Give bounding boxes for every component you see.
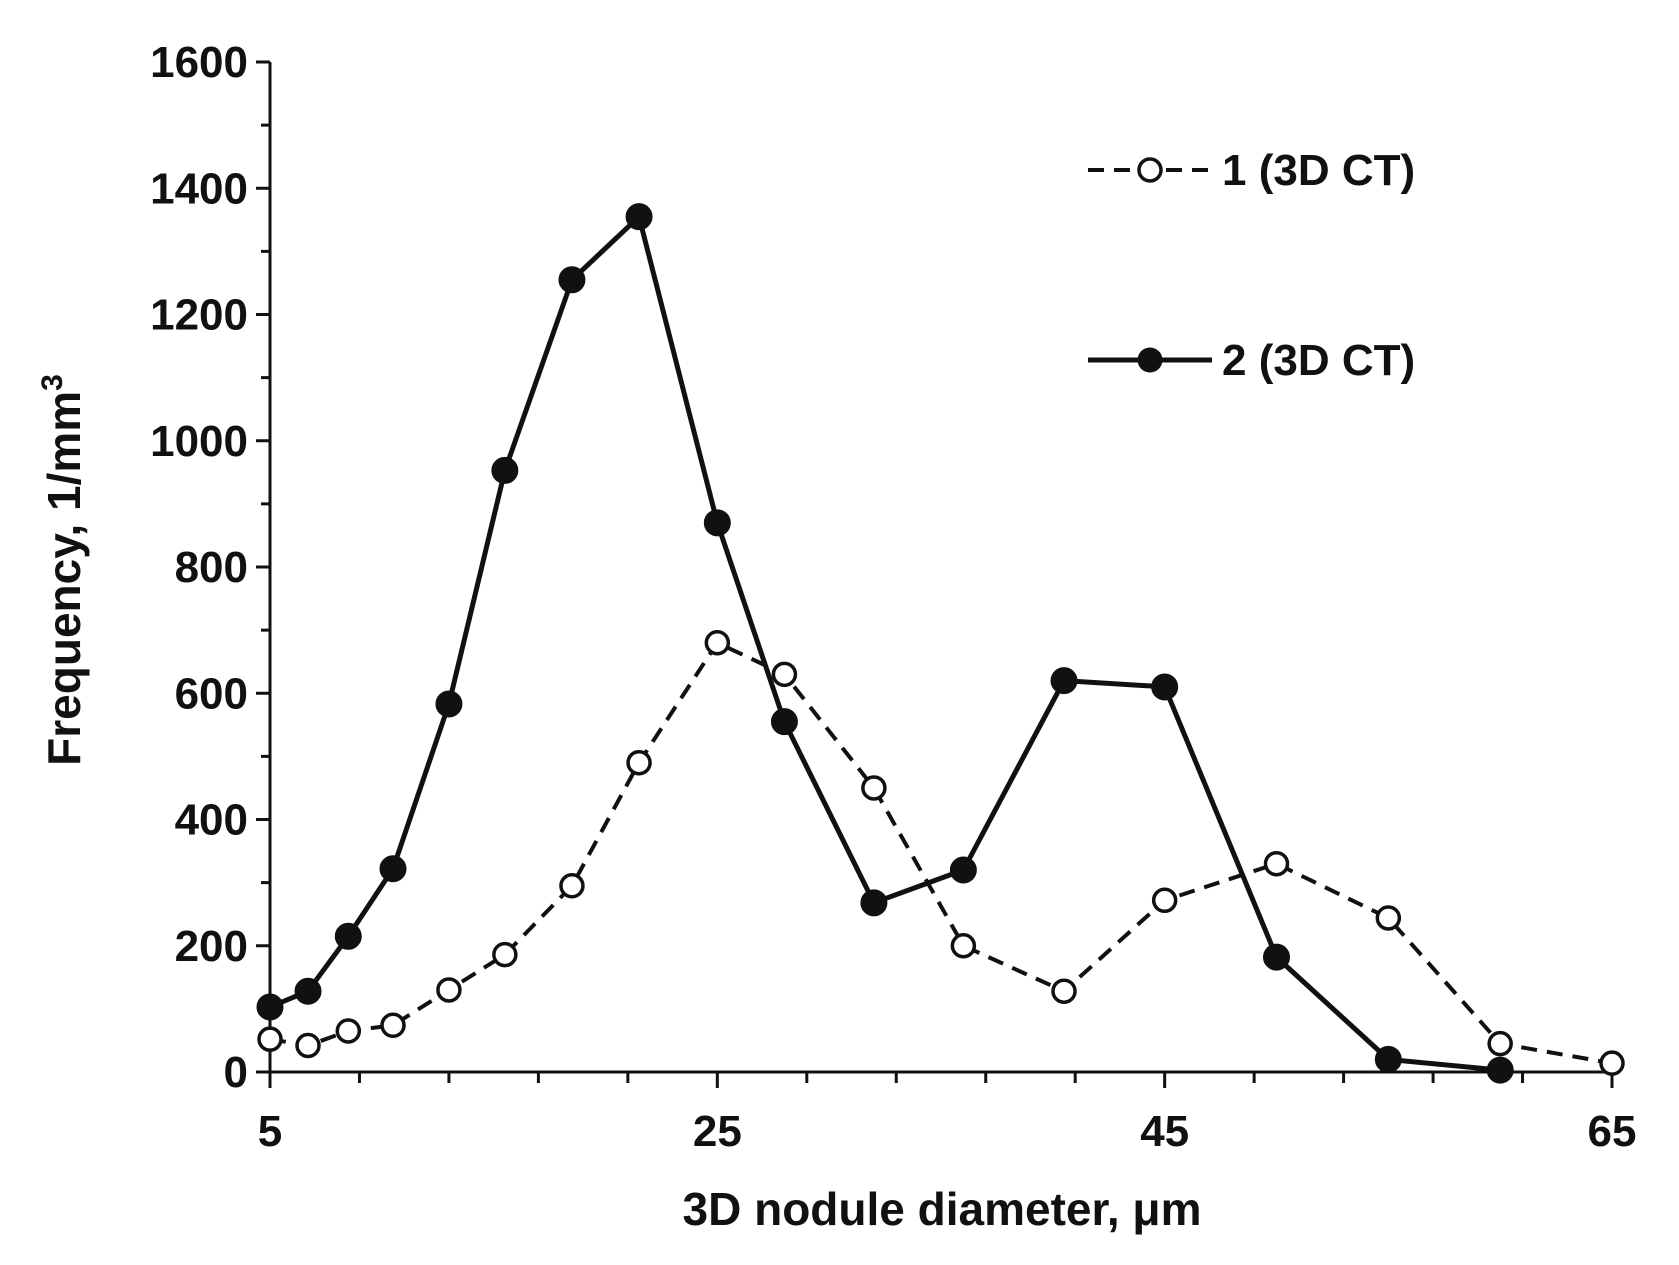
series-1-point (1599, 1050, 1625, 1076)
series-1-point (1051, 978, 1077, 1004)
y-tick-label: 1000 (150, 417, 248, 466)
series-1-point (295, 1032, 321, 1059)
series-1-point (704, 630, 731, 656)
x-axis-title: 3D nodule diameter, μm (683, 1183, 1202, 1235)
series-1-point (492, 941, 518, 968)
legend-label-2: 2 (3D CT) (1222, 336, 1415, 385)
series-1-point (1375, 905, 1402, 931)
legend: 1 (3D CT) 2 (3D CT) (1088, 146, 1415, 385)
series-1-point (436, 977, 462, 1003)
legend-label-1: 1 (3D CT) (1222, 146, 1415, 195)
y-axis-title-text: Frequency, 1/mm (38, 391, 90, 766)
y-tick-label: 0 (224, 1048, 248, 1097)
series-2-point (294, 977, 322, 1005)
series-2-point (770, 708, 798, 736)
y-axis-title-superscript: 3 (36, 374, 69, 391)
series-1-point (559, 873, 585, 899)
series-1-point (335, 1018, 362, 1044)
series-2-point (1050, 667, 1078, 695)
y-axis-title: Frequency, 1/mm3 (36, 374, 90, 766)
series-1-point (771, 661, 798, 688)
series-1-point (380, 1012, 406, 1039)
y-tick-label: 1200 (150, 291, 248, 340)
series-2-point (1374, 1045, 1402, 1073)
series-2-point (860, 889, 888, 917)
series-2-point (1263, 943, 1290, 971)
series-1-point (1151, 887, 1178, 914)
series-2-point (558, 266, 586, 294)
y-tick-label: 800 (175, 543, 248, 592)
series-layer (256, 203, 1625, 1084)
y-tick-label: 1400 (150, 164, 248, 213)
series-2-point (379, 855, 407, 883)
axes-layer: 0 200 400 600 800 1000 1200 1400 1600 5 25 45 65 (150, 38, 1636, 1156)
series-1-point (950, 933, 977, 959)
x-tick-label: 65 (1588, 1107, 1637, 1156)
series-2-point (334, 922, 362, 950)
series-1-point (1487, 1030, 1513, 1057)
x-tick-label: 25 (693, 1107, 742, 1156)
series-2-point (949, 856, 977, 884)
y-tick-label: 400 (175, 796, 248, 845)
x-tick-label: 45 (1140, 1107, 1189, 1156)
series-2-point (1486, 1056, 1514, 1084)
legend-marker-1 (1137, 157, 1163, 183)
series-2-point (625, 203, 653, 231)
series-1-point (257, 1026, 283, 1052)
series-1-point (626, 749, 652, 776)
y-tick-label: 200 (175, 922, 248, 971)
series-2-point (256, 993, 284, 1021)
y-tick-label: 600 (175, 669, 248, 718)
series-1-line (269, 640, 1613, 1066)
series-2-point (703, 509, 731, 537)
series-2-point (1151, 673, 1179, 701)
series-2-point (435, 690, 463, 718)
series-1-point (1263, 850, 1290, 877)
series-2-point (491, 456, 519, 484)
y-tick-label: 1600 (150, 38, 248, 87)
x-tick-label: 5 (258, 1107, 282, 1156)
series-1-point (861, 775, 887, 801)
legend-marker-2 (1137, 347, 1163, 373)
